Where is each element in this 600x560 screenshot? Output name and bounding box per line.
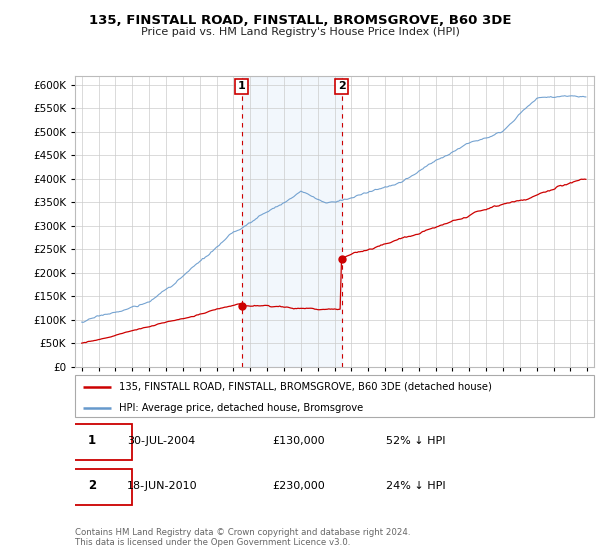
Text: 135, FINSTALL ROAD, FINSTALL, BROMSGROVE, B60 3DE: 135, FINSTALL ROAD, FINSTALL, BROMSGROVE…	[89, 14, 511, 27]
Text: 30-JUL-2004: 30-JUL-2004	[127, 436, 195, 446]
FancyBboxPatch shape	[75, 375, 594, 417]
Text: 2: 2	[88, 479, 96, 492]
Text: 52% ↓ HPI: 52% ↓ HPI	[386, 436, 446, 446]
Text: HPI: Average price, detached house, Bromsgrove: HPI: Average price, detached house, Brom…	[119, 403, 364, 413]
Bar	[242, 76, 341, 367]
Text: Contains HM Land Registry data © Crown copyright and database right 2024.
This d: Contains HM Land Registry data © Crown c…	[75, 528, 410, 547]
Text: 24% ↓ HPI: 24% ↓ HPI	[386, 481, 446, 491]
Text: 1: 1	[88, 435, 96, 447]
FancyBboxPatch shape	[52, 469, 132, 505]
FancyBboxPatch shape	[52, 424, 132, 460]
Text: 2: 2	[338, 81, 346, 91]
Text: £230,000: £230,000	[272, 481, 325, 491]
Text: 135, FINSTALL ROAD, FINSTALL, BROMSGROVE, B60 3DE (detached house): 135, FINSTALL ROAD, FINSTALL, BROMSGROVE…	[119, 382, 492, 392]
Text: 18-JUN-2010: 18-JUN-2010	[127, 481, 197, 491]
Text: £130,000: £130,000	[272, 436, 325, 446]
Text: Price paid vs. HM Land Registry's House Price Index (HPI): Price paid vs. HM Land Registry's House …	[140, 27, 460, 37]
Text: 1: 1	[238, 81, 245, 91]
